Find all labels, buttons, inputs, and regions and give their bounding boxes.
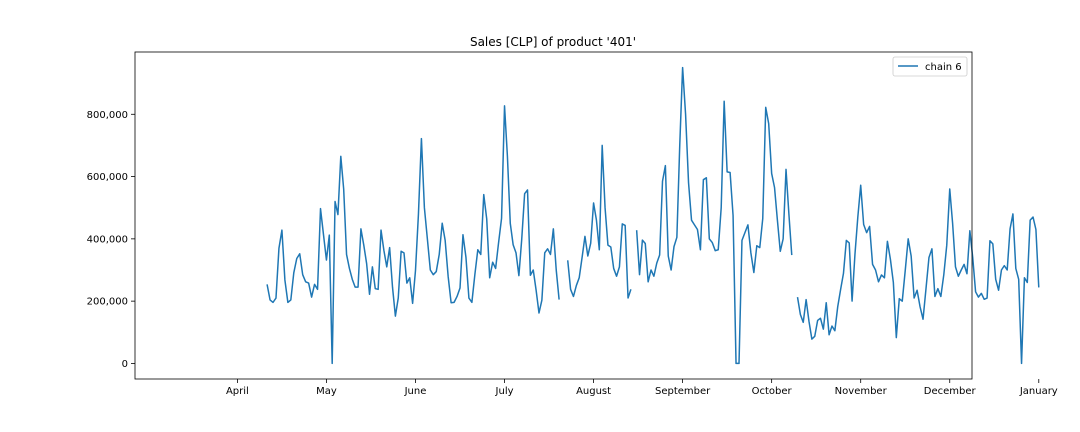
y-tick-label: 0 [122,359,128,370]
y-axis: 0 200,000 400,000 600,000 800,000 [87,110,135,370]
chart-title: Sales [CLP] of product '401' [470,35,636,49]
x-tick-label: October [752,386,793,397]
y-tick-label: 600,000 [87,172,128,183]
x-tick-label: June [404,386,427,397]
x-tick-label: July [495,386,514,397]
plot-frame [134,51,973,380]
legend-label-chain-6: chain 6 [925,62,962,73]
x-tick-label: August [576,386,611,397]
series-line-segment-2 [566,144,632,299]
y-tick-label: 800,000 [87,110,128,121]
x-tick-label: January [1019,386,1058,397]
legend: chain 6 [892,56,968,77]
series-line-segment-4 [796,184,1040,365]
legend-box [892,56,968,77]
x-tick-label: December [924,386,977,397]
x-tick-label: April [226,386,249,397]
x-tick-label: May [316,386,337,397]
x-tick-label: November [835,386,888,397]
y-tick-label: 200,000 [87,297,128,308]
x-axis: April May June July August September October No… [226,379,1058,397]
series-line-segment-1 [266,105,560,365]
y-tick-label: 400,000 [87,234,128,245]
series-layer [266,66,1040,365]
series-line-segment-3 [635,66,793,365]
x-tick-label: September [655,386,711,397]
